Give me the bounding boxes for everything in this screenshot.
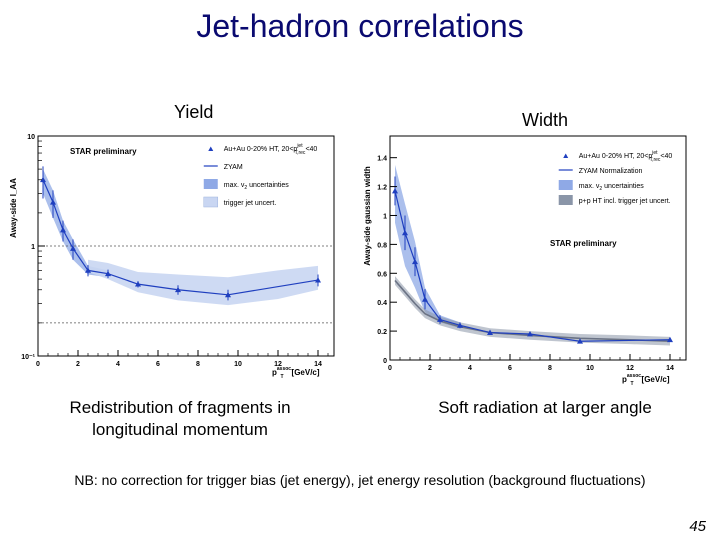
yield-annotation: STAR preliminary bbox=[70, 147, 137, 156]
yield-ytick-label-1: 1 bbox=[31, 244, 35, 251]
yield-point-6 bbox=[135, 281, 141, 287]
width-xtick-label-7: 14 bbox=[666, 365, 674, 372]
width-ytick-label-5: 1 bbox=[383, 213, 387, 220]
width-band-0 bbox=[395, 164, 460, 329]
width-xtick-label-0: 0 bbox=[388, 365, 392, 372]
page-title: Jet-hadron correlations bbox=[196, 8, 524, 44]
yield-ytick-label-2: 10 bbox=[27, 134, 35, 141]
width-xtick-label-1: 2 bbox=[428, 365, 432, 372]
slide-number: 45 bbox=[689, 518, 706, 535]
width-point-6 bbox=[487, 329, 493, 335]
width-legend-label-3: p+p HT incl. trigger jet uncert. bbox=[579, 198, 671, 205]
yield-legend-label-3: trigger jet uncert. bbox=[224, 200, 277, 207]
width-legend: Au+Au 0-20% HT, 20<pjet T,rec<40 ZYAM Norm… bbox=[558, 150, 673, 205]
width-legend-label-2: max. v2 uncertainties bbox=[579, 183, 645, 192]
width-xlabel: passoc. T [GeV/c] bbox=[622, 373, 670, 387]
yield-point-3 bbox=[70, 245, 76, 251]
yield-point-0 bbox=[40, 176, 46, 183]
width-point-7 bbox=[527, 330, 533, 337]
yield-xtick-label-1: 2 bbox=[76, 361, 80, 368]
width-ytick-label-2: 0.4 bbox=[377, 300, 387, 307]
width-ytick-label-4: 0.8 bbox=[377, 242, 387, 249]
width-legend-marker bbox=[563, 153, 569, 158]
yield-xtick-label-4: 8 bbox=[196, 361, 200, 368]
yield-xtick-label-0: 0 bbox=[36, 361, 40, 368]
yield-band-1 bbox=[88, 259, 318, 306]
width-xtick-label-3: 6 bbox=[508, 365, 512, 372]
width-legend-band bbox=[558, 180, 573, 190]
width-point-2 bbox=[412, 258, 418, 265]
width-xtick-label-5: 10 bbox=[586, 365, 594, 372]
width-label: Width bbox=[522, 110, 569, 130]
width-point-3 bbox=[422, 296, 428, 302]
width-point-5 bbox=[457, 322, 463, 328]
yield-point-2 bbox=[60, 226, 66, 233]
width-point-9 bbox=[667, 336, 673, 343]
yield-xtick-label-5: 10 bbox=[234, 361, 242, 368]
yield-chart: 0 2 4 6 8 10 12 14 10⁻¹ 1 10 STAR preliminary Au+A… bbox=[9, 134, 335, 380]
width-annotation: STAR preliminary bbox=[550, 239, 617, 248]
yield-legend-label-2: max. v2 uncertainties bbox=[224, 182, 290, 191]
yield-ylabel: Away-side I_AA bbox=[9, 178, 18, 238]
yield-band-0 bbox=[43, 169, 108, 278]
width-series-line bbox=[394, 190, 671, 342]
width-ytick-label-7: 1.4 bbox=[377, 156, 387, 163]
yield-point-1 bbox=[50, 199, 56, 205]
yield-xtick-label-6: 12 bbox=[274, 361, 282, 368]
width-point-1 bbox=[402, 229, 408, 236]
width-legend-label-1: ZYAM Normalization bbox=[579, 168, 643, 175]
yield-legend-label-0: Au+Au 0-20% HT, 20<pjet T,rec<40 bbox=[224, 143, 318, 156]
width-xtick-label-6: 12 bbox=[626, 365, 634, 372]
yield-point-5 bbox=[105, 270, 111, 277]
nb-note: NB: no correction for trigger bias (jet … bbox=[74, 472, 646, 488]
width-xtick-label-4: 8 bbox=[548, 365, 552, 372]
yield-legend-hatch bbox=[203, 196, 219, 208]
width-ytick-label-1: 0.2 bbox=[377, 329, 387, 336]
width-xtick-label-2: 4 bbox=[468, 365, 472, 372]
caption-left: Redistribution of fragments in longitudi… bbox=[69, 398, 291, 439]
width-legend-label-0: Au+Au 0-20% HT, 20<pjet T,rec<40 bbox=[579, 150, 673, 163]
width-point-0 bbox=[392, 187, 398, 194]
width-ytick-label-3: 0.6 bbox=[377, 271, 387, 278]
yield-xtick-label-7: 14 bbox=[314, 361, 322, 368]
yield-legend: Au+Au 0-20% HT, 20<pjet T,rec<40 ZYAM max. … bbox=[203, 143, 318, 208]
yield-point-9 bbox=[315, 277, 321, 283]
width-ytick-label-0: 0 bbox=[383, 358, 387, 365]
yield-ytick-label-0: 10⁻¹ bbox=[21, 354, 35, 361]
yield-series-line bbox=[42, 179, 319, 296]
yield-point-7 bbox=[175, 286, 181, 293]
caption-right: Soft radiation at larger angle bbox=[438, 398, 652, 417]
width-point-4 bbox=[437, 316, 443, 322]
yield-point-8 bbox=[225, 291, 231, 298]
width-ytick-label-6: 1.2 bbox=[377, 185, 387, 192]
yield-legend-label-1: ZYAM bbox=[224, 164, 243, 171]
yield-legend-band bbox=[203, 179, 218, 189]
yield-legend-marker bbox=[208, 146, 214, 151]
yield-xtick-label-3: 6 bbox=[156, 361, 160, 368]
width-chart: 0 2 4 6 8 10 12 14 0 0.2 0.4 0.6 0.8 1 1.2 1.4 STAR pre… bbox=[363, 135, 687, 387]
yield-xtick-label-2: 4 bbox=[116, 361, 120, 368]
width-ylabel: Away-side gaussian width bbox=[363, 166, 372, 266]
yield-point-4 bbox=[85, 267, 91, 273]
width-point-8 bbox=[577, 338, 583, 344]
width-legend-grayband bbox=[558, 195, 573, 205]
yield-label: Yield bbox=[174, 102, 214, 122]
yield-xlabel: passoc. T [GeV/c] bbox=[272, 366, 320, 380]
